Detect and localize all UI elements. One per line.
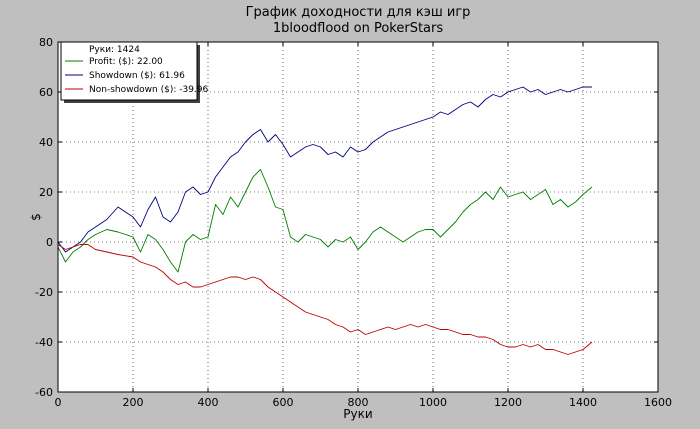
ticks: 0 200 400 600 800 1000 1200 1400 1600 -60 -40 -20 0 2… <box>35 36 672 409</box>
legend-entry-1: Profit: ($): 22.00 <box>89 57 163 67</box>
x-tick-label: 1000 <box>419 396 447 409</box>
y-axis-label: $ <box>29 213 43 221</box>
y-tick-label: 60 <box>39 86 53 99</box>
series-line-3 <box>57 244 593 355</box>
x-tick-label: 200 <box>123 396 144 409</box>
series-line-2 <box>57 86 592 253</box>
y-tick-label: 20 <box>39 186 53 199</box>
chart-title: График доходности для кэш игр <box>246 5 471 20</box>
x-tick-label: 0 <box>55 396 62 409</box>
x-tick-label: 600 <box>273 396 294 409</box>
y-tick-label: -60 <box>35 386 53 399</box>
series-line-1 <box>57 169 593 273</box>
legend-header: Руки: 1424 <box>89 45 140 55</box>
x-axis-label: Руки <box>343 407 372 421</box>
chart-subtitle: 1bloodflood on PokerStars <box>273 21 443 36</box>
y-tick-label: -20 <box>35 286 53 299</box>
x-tick-label: 1400 <box>569 396 597 409</box>
x-tick-label: 1200 <box>494 396 522 409</box>
legend-entry-2: Showdown ($): 61.96 <box>89 71 185 81</box>
y-tick-label: -40 <box>35 336 53 349</box>
y-tick-label: 80 <box>39 36 53 49</box>
y-tick-label: 40 <box>39 136 53 149</box>
legend-items: Profit: ($): 22.00 Showdown ($): 61.96 Non… <box>65 57 209 95</box>
y-tick-label: 0 <box>46 236 53 249</box>
legend-entry-3: Non-showdown ($): -39.96 <box>89 85 209 95</box>
x-tick-label: 1600 <box>644 396 672 409</box>
legend-box <box>60 41 198 101</box>
x-tick-label: 800 <box>348 396 369 409</box>
series-layer <box>57 86 593 355</box>
x-tick-label: 400 <box>198 396 219 409</box>
legend: Руки: 1424 Profit: ($): 22.00 Showdown ($… <box>60 41 209 103</box>
